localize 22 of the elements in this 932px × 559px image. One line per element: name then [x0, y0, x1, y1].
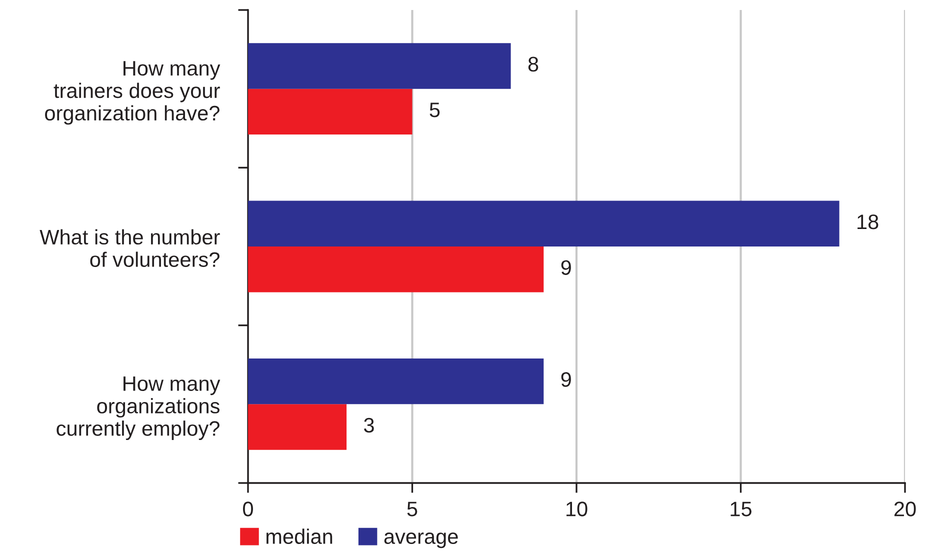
data-label: 9	[561, 260, 571, 275]
data-label: 3	[364, 418, 374, 433]
data-label: 9	[561, 372, 571, 387]
bar	[248, 358, 544, 404]
x-tick-label: 5	[407, 502, 418, 516]
data-label: 5	[430, 102, 440, 118]
y-tick-label: How many organizations currently employ?	[56, 376, 220, 440]
bar	[248, 404, 347, 450]
y-tick-label: What is the number of volunteers?	[40, 229, 220, 267]
data-label: 8	[528, 56, 538, 72]
bar	[248, 43, 511, 89]
bar	[248, 246, 544, 292]
x-tick-label: 0	[243, 502, 253, 516]
legend-label: average	[384, 532, 458, 548]
data-label: 18	[858, 214, 878, 230]
x-tick-label: 20	[894, 502, 916, 516]
x-tick-label: 15	[730, 502, 752, 516]
x-tick-label: 10	[566, 502, 588, 516]
bar	[248, 88, 412, 135]
y-tick-label: How many trainers does your organization have?	[45, 61, 220, 125]
bar	[248, 200, 840, 246]
legend-label: median	[266, 528, 332, 544]
